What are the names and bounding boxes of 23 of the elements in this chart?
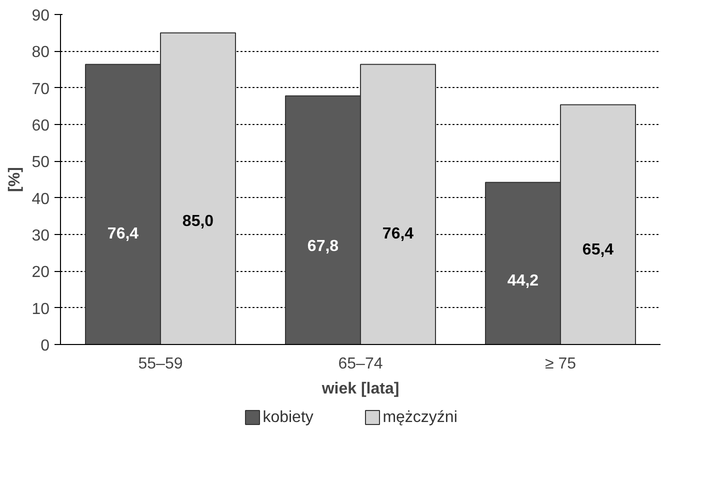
data-label: 67,8 bbox=[307, 238, 339, 256]
y-tick-label: 50 bbox=[32, 154, 50, 172]
x-tick-label: ≥ 75 bbox=[544, 356, 576, 372]
x-axis-title: wiek [lata] bbox=[320, 380, 400, 398]
legend-label: kobiety bbox=[262, 409, 314, 426]
data-label: 65,4 bbox=[582, 242, 614, 259]
x-tick-label: 65–74 bbox=[338, 356, 383, 372]
y-tick-label: 60 bbox=[32, 118, 50, 134]
y-tick-label: 80 bbox=[32, 44, 50, 62]
y-tick-label: 70 bbox=[32, 80, 50, 98]
y-tick-label: 0 bbox=[40, 338, 50, 354]
data-label: 44,2 bbox=[507, 272, 539, 290]
y-tick-label: 10 bbox=[32, 300, 50, 318]
y-tick-label: 30 bbox=[32, 228, 50, 244]
x-tick-label: 55–59 bbox=[138, 356, 183, 372]
y-tick-label: 20 bbox=[32, 264, 50, 282]
legend-label: mężczyźni bbox=[382, 409, 458, 426]
y-axis-title: [%] bbox=[6, 167, 24, 192]
y-tick-label: 40 bbox=[32, 190, 50, 208]
data-label: 85,0 bbox=[182, 212, 214, 230]
data-label: 76,4 bbox=[107, 225, 139, 242]
y-tick-label: 90 bbox=[32, 8, 50, 24]
data-label: 76,4 bbox=[382, 225, 414, 242]
